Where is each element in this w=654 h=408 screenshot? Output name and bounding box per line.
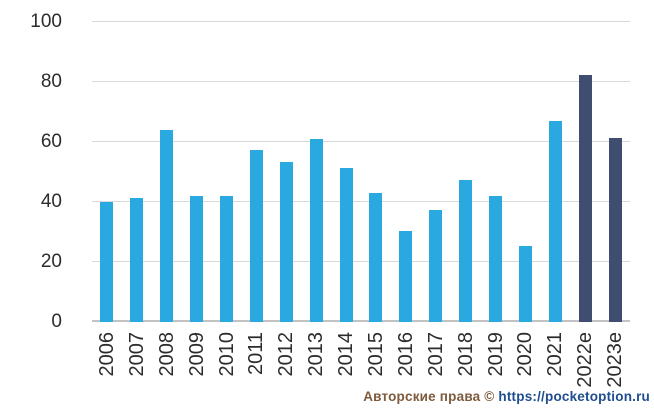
y-tick-label: 20 xyxy=(40,251,62,272)
x-tick-label: 2008 xyxy=(155,332,178,377)
x-tick-label: 2021 xyxy=(544,332,567,377)
y-tick-label: 40 xyxy=(40,191,62,212)
x-tick-label: 2020 xyxy=(514,332,537,377)
bar-2020 xyxy=(518,245,532,322)
gridline xyxy=(92,21,630,22)
watermark-link[interactable]: https://pocketoption.ru xyxy=(498,389,650,404)
bar-2021 xyxy=(548,121,562,322)
y-axis: 0 20 40 60 80 100 xyxy=(0,11,62,332)
x-tick-label: 2006 xyxy=(95,332,118,377)
y-tick-label: 80 xyxy=(40,71,62,92)
x-tick-label: 2017 xyxy=(424,332,447,377)
x-tick-label: 2011 xyxy=(245,332,268,376)
bar-slot xyxy=(301,22,331,322)
x-tick: 2012 xyxy=(271,330,301,400)
bar-2011 xyxy=(249,149,263,322)
x-tick-label: 2014 xyxy=(335,332,358,377)
bar-2013 xyxy=(309,139,323,322)
x-tick: 2013 xyxy=(301,330,331,400)
bar-2023e xyxy=(608,137,622,322)
bar-2018 xyxy=(459,179,473,322)
x-tick: 2006 xyxy=(92,330,122,400)
x-tick: 2010 xyxy=(212,330,242,400)
bar-2010 xyxy=(220,196,233,322)
bar-slot xyxy=(271,22,301,322)
bar-slot xyxy=(540,22,570,322)
watermark-copyright-text: Авторские права © xyxy=(363,389,499,404)
plot-area xyxy=(92,21,630,322)
x-tick-label: 2007 xyxy=(125,332,148,377)
bar-slot xyxy=(212,22,242,322)
x-tick-label: 2023e xyxy=(604,332,627,388)
y-tick-label: 60 xyxy=(40,131,62,152)
x-tick-label: 2018 xyxy=(454,332,477,377)
bar-slot xyxy=(241,22,271,322)
bar-slot xyxy=(122,22,152,322)
bar-slot xyxy=(481,22,511,322)
bar-2006 xyxy=(100,202,114,322)
bar-slot xyxy=(421,22,451,322)
bar-slot xyxy=(92,22,122,322)
bar-2009 xyxy=(190,196,204,322)
x-tick: 2007 xyxy=(122,330,152,400)
x-tick-label: 2010 xyxy=(215,332,238,377)
x-axis-baseline xyxy=(92,320,630,322)
bar-2022e xyxy=(578,74,592,322)
bar-slot xyxy=(451,22,481,322)
bar-2015 xyxy=(369,193,383,322)
x-tick-label: 2022e xyxy=(574,332,597,388)
bar-slot xyxy=(391,22,421,322)
bar-slot xyxy=(570,22,600,322)
x-tick-label: 2015 xyxy=(364,332,387,377)
y-tick-label: 0 xyxy=(51,311,62,332)
bar-2017 xyxy=(429,209,443,322)
bar-slot xyxy=(600,22,630,322)
gridline xyxy=(92,81,630,82)
bar-2008 xyxy=(160,130,174,322)
bar-slot xyxy=(510,22,540,322)
x-tick: 2008 xyxy=(152,330,182,400)
gridline xyxy=(92,201,630,202)
x-tick-label: 2012 xyxy=(275,332,298,377)
x-tick-label: 2013 xyxy=(305,332,328,377)
x-tick: 2011 xyxy=(241,330,271,400)
bar-2019 xyxy=(489,196,503,322)
x-tick: 2014 xyxy=(331,330,361,400)
x-tick-label: 2016 xyxy=(394,332,417,377)
bar-slot xyxy=(361,22,391,322)
gridline xyxy=(92,261,630,262)
bar-slot xyxy=(182,22,212,322)
bar-2014 xyxy=(339,167,353,322)
bar-2016 xyxy=(399,230,413,322)
y-tick-label: 100 xyxy=(30,11,62,32)
x-tick-label: 2009 xyxy=(185,332,208,377)
x-tick-label: 2019 xyxy=(484,332,507,377)
bar-slot xyxy=(331,22,361,322)
bar-2012 xyxy=(279,161,293,322)
watermark: Авторские права © https://pocketoption.r… xyxy=(363,389,650,404)
bars xyxy=(92,22,630,322)
gridline xyxy=(92,141,630,142)
bar-slot xyxy=(152,22,182,322)
x-tick: 2009 xyxy=(182,330,212,400)
bar-2007 xyxy=(130,197,144,322)
